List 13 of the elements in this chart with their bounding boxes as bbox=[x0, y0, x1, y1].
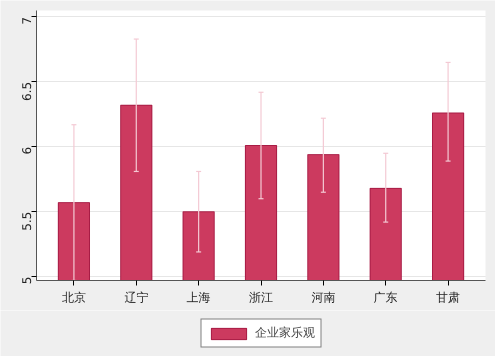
y-tick-label: 5.5 bbox=[20, 212, 34, 231]
y-tick-label: 7 bbox=[20, 16, 34, 25]
legend-label: 企业家乐观 bbox=[255, 324, 315, 342]
x-tick-label: 辽宁 bbox=[124, 290, 148, 304]
y-tick-label: 6 bbox=[20, 146, 34, 154]
x-tick-label: 浙江 bbox=[249, 290, 273, 304]
y-tick-label: 5 bbox=[20, 276, 34, 284]
y-tick-label: 6.5 bbox=[20, 82, 34, 101]
x-tick-label: 广东 bbox=[374, 290, 398, 304]
x-tick-label: 甘肃 bbox=[436, 290, 460, 304]
x-tick-label: 河南 bbox=[311, 290, 336, 304]
x-tick-label: 北京 bbox=[62, 290, 86, 304]
x-tick-label: 上海 bbox=[186, 290, 211, 304]
